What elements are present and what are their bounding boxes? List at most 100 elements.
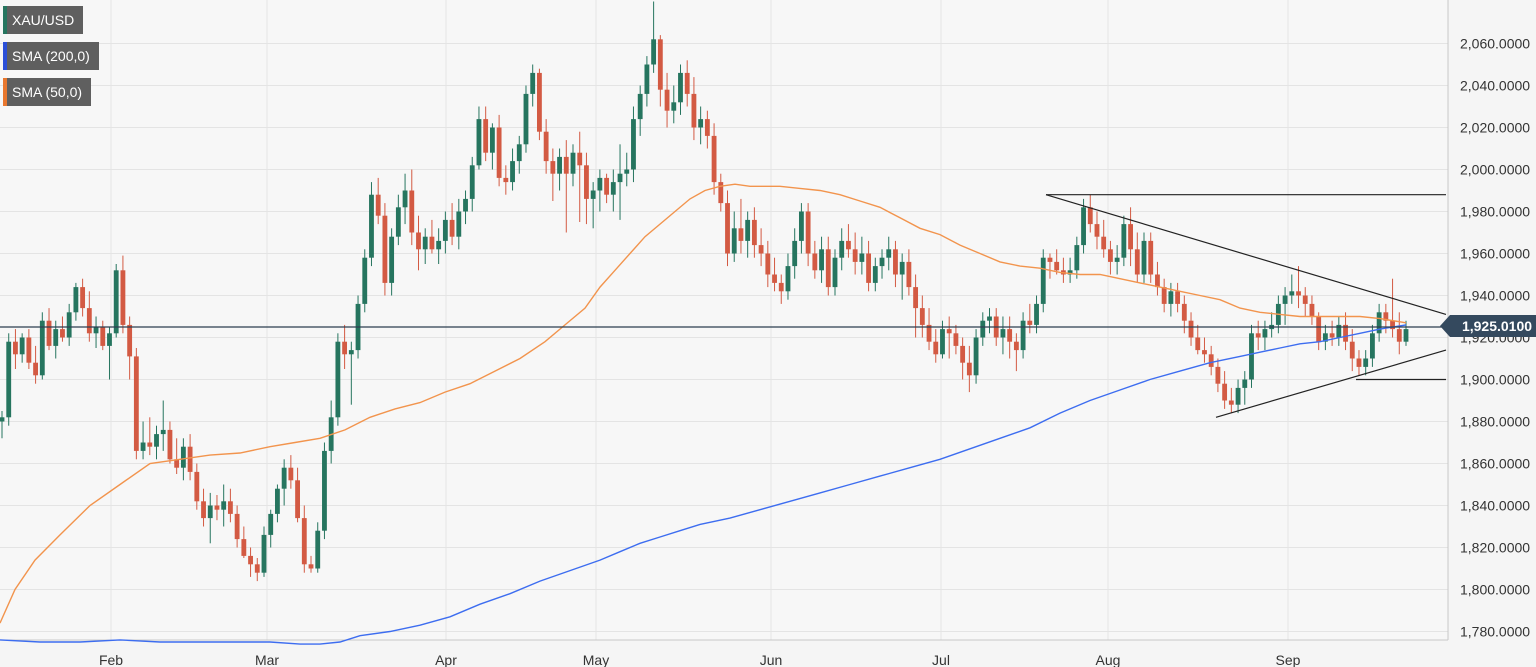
candle-body: [107, 333, 112, 346]
candle-body: [1222, 383, 1228, 401]
candle-body: [80, 287, 86, 309]
y-tick-label: 1,780.0000: [1460, 624, 1530, 640]
candle-body: [389, 236, 395, 283]
candle-body: [1242, 379, 1248, 388]
candle-body: [738, 228, 744, 241]
x-tick-label: Apr: [435, 652, 457, 667]
y-tick-label: 2,040.0000: [1460, 78, 1530, 94]
legend-swatch: [3, 6, 7, 34]
legend-label: SMA (50,0): [12, 84, 83, 100]
candle-body: [362, 257, 368, 304]
candle-body: [463, 198, 468, 212]
candle-body: [127, 324, 133, 357]
legend-xauusd[interactable]: XAU/USD: [3, 6, 84, 34]
y-tick-label: 2,020.0000: [1460, 120, 1530, 136]
candle-body: [510, 161, 515, 183]
candle-body: [1141, 240, 1147, 275]
candle-body: [1108, 249, 1113, 262]
candle-body: [375, 194, 381, 216]
candle-body: [1235, 387, 1241, 405]
candle-body: [1094, 224, 1100, 237]
candle-body: [926, 324, 932, 342]
candle-body: [1289, 291, 1295, 296]
candle-body: [704, 119, 710, 136]
candle-body: [637, 93, 643, 120]
candle-body: [26, 337, 32, 363]
candle-body: [1383, 312, 1389, 321]
candle-body: [1074, 245, 1080, 271]
candle-body: [1403, 329, 1409, 342]
candle-body: [120, 270, 126, 325]
candle-body: [792, 240, 798, 267]
candle-body: [1155, 274, 1160, 288]
candle-body: [315, 530, 321, 569]
candle-body: [906, 261, 912, 288]
candle-body: [348, 350, 354, 355]
candle-body: [140, 442, 146, 451]
candle-body: [960, 345, 966, 363]
candle-body: [449, 219, 455, 237]
candle-body: [0, 417, 5, 422]
candle-body: [919, 308, 925, 325]
candle-body: [86, 308, 92, 334]
candle-body: [93, 327, 99, 334]
candle-body: [819, 249, 824, 271]
candle-body: [610, 182, 616, 195]
candle-body: [1013, 341, 1019, 351]
x-tick-label: Sep: [1276, 652, 1301, 667]
candle-body: [550, 161, 556, 174]
candle-body: [476, 119, 482, 166]
candle-body: [536, 72, 542, 132]
y-tick-label: 1,960.0000: [1460, 246, 1530, 262]
candle-body: [275, 488, 280, 514]
candle-body: [261, 534, 267, 573]
candle-body: [1040, 257, 1046, 304]
candle-body: [1054, 261, 1060, 271]
candle-body: [718, 182, 724, 204]
candle-body: [33, 362, 39, 376]
candle-body: [859, 253, 865, 262]
candle-body: [1047, 257, 1053, 262]
candle-body: [288, 467, 294, 481]
candle-body: [973, 337, 979, 376]
candle-body: [584, 165, 589, 199]
candle-body: [167, 429, 173, 460]
candle-body: [53, 329, 59, 346]
candle-body: [154, 434, 159, 447]
candle-body: [852, 249, 858, 262]
candle-body: [295, 480, 300, 519]
candle-body: [1000, 329, 1006, 338]
candle-body: [322, 450, 327, 531]
candle-body: [1161, 287, 1167, 304]
candle-body: [19, 337, 25, 355]
candle-body: [893, 249, 898, 275]
candle-body: [557, 156, 562, 174]
y-tick-label: 2,000.0000: [1460, 162, 1530, 178]
candle-body: [1369, 333, 1375, 359]
y-tick-label: 2,060.0000: [1460, 36, 1530, 52]
x-tick-label: Aug: [1096, 652, 1121, 667]
candle-body: [1121, 224, 1127, 258]
candle-body: [469, 165, 475, 199]
candle-body: [1376, 312, 1382, 334]
candle-body: [6, 341, 12, 418]
candle-body: [442, 219, 448, 241]
x-tick-label: Jul: [932, 652, 950, 667]
candle-body: [530, 72, 536, 94]
candle-body: [382, 215, 388, 283]
candle-body: [1128, 224, 1133, 250]
candle-body: [651, 39, 657, 65]
x-tick-label: Mar: [255, 652, 279, 667]
candle-body: [1396, 329, 1402, 342]
y-tick-label: 1,800.0000: [1460, 582, 1530, 598]
candle-body: [563, 156, 569, 174]
candle-body: [268, 513, 274, 535]
candle-body: [1349, 341, 1355, 359]
candle-body: [342, 341, 348, 355]
candle-body: [436, 240, 442, 250]
y-tick-label: 1,900.0000: [1460, 372, 1530, 388]
legend-sma50[interactable]: SMA (50,0): [3, 78, 92, 106]
candle-body: [698, 119, 704, 128]
legend-sma200[interactable]: SMA (200,0): [3, 42, 99, 70]
candle-body: [248, 555, 253, 565]
